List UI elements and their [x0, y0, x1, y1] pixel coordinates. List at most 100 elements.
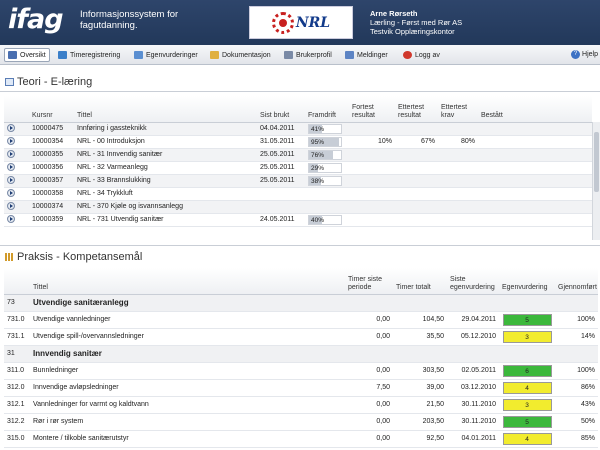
tab-label: Oversikt [20, 51, 46, 59]
table-row[interactable]: 731.0 Utvendige vannledninger 0,00 104,50 29… [4, 311, 598, 329]
table-row[interactable]: 315.0 Montere / tilkoble sanitærutstyr 0,0… [4, 430, 598, 448]
play-arrow-icon[interactable] [7, 214, 15, 223]
group-row: 73 Utvendige sanitæranlegg [4, 294, 598, 312]
teori-scrollbar[interactable] [592, 122, 600, 240]
tab-oversikt[interactable]: Oversikt [4, 48, 50, 62]
tab-timeregistrering[interactable]: Timeregistrering [55, 48, 123, 62]
column-header-timer-totalt[interactable]: Timer totalt [393, 268, 447, 295]
progress-fill [309, 124, 323, 133]
egenvurdering-badge[interactable]: 5 [502, 313, 552, 326]
krav-cell [438, 187, 478, 201]
dato-cell: 05.12.2010 [447, 328, 499, 346]
egenvurdering-badge[interactable]: 6 [502, 364, 552, 377]
scroll-thumb[interactable] [594, 132, 599, 192]
progress-text: 38% [311, 177, 325, 185]
fortest-cell [349, 200, 395, 214]
tab-meldinger[interactable]: Meldinger [342, 48, 391, 62]
column-header-fortest[interactable]: Fortest resultat [349, 96, 395, 123]
gjennomfort-cell: 50% [555, 413, 598, 431]
praksis-table: Tittel Timer siste periode Timer totalt … [4, 268, 598, 448]
progress-text: 40% [311, 216, 325, 224]
krav-cell: 80% [438, 135, 478, 149]
egenvurdering-badge[interactable]: 4 [502, 432, 552, 445]
column-header-timer-siste[interactable]: Timer siste periode [345, 268, 393, 295]
code-cell: 312.0 [4, 379, 30, 397]
tab-brukerprofil[interactable]: Brukerprofil [281, 48, 335, 62]
table-row[interactable]: 312.1 Vannledninger for varmt og kaldtvan… [4, 396, 598, 414]
dato-cell: 03.12.2010 [447, 379, 499, 397]
nrl-logo-text: NRL [295, 14, 331, 31]
ifag-logo[interactable]: ifag [8, 4, 64, 35]
open-course-cell [4, 187, 29, 201]
table-row[interactable]: 10000374 NRL - 370 Kjøle og isvannsanlegg [4, 200, 592, 214]
column-header-tittel[interactable]: Tittel [30, 268, 345, 295]
fortest-cell: 10% [349, 135, 395, 149]
play-arrow-icon[interactable] [7, 149, 15, 158]
tab-dokumentasjon[interactable]: Dokumentasjon [207, 48, 274, 62]
egenvurdering-badge[interactable]: 3 [502, 398, 552, 411]
app-header: ifag Informasjonssystem for fagutdanning… [0, 0, 600, 45]
column-header-sist-brukt[interactable]: Sist brukt [257, 96, 305, 123]
table-row[interactable]: 10000354 NRL - 00 Introduksjon 31.05.2011 9… [4, 135, 592, 149]
code-cell: 731.0 [4, 311, 30, 329]
table-row[interactable]: 10000357 NRL - 33 Brannslukking 25.05.2011… [4, 174, 592, 188]
column-header-egenvurdering[interactable]: Egenvurdering [499, 268, 555, 295]
play-arrow-icon[interactable] [7, 175, 15, 184]
tab-label: Egenvurderinger [146, 51, 198, 59]
play-arrow-icon[interactable] [7, 201, 15, 210]
kursnr-cell: 10000357 [29, 174, 74, 188]
column-header-gjennomfort[interactable]: Gjennomført [555, 268, 598, 295]
sist-brukt-cell: 25.05.2011 [257, 161, 305, 175]
folder-icon [210, 51, 219, 59]
column-header-tittel[interactable]: Tittel [74, 96, 257, 123]
column-header-ettertest-resultat[interactable]: Ettertest resultat [395, 96, 438, 123]
column-header-bestatt[interactable]: Bestått [478, 96, 592, 123]
column-header-framdrift[interactable]: Framdrift [305, 96, 349, 123]
column-header-ettertest-krav[interactable]: Ettertest krav [438, 96, 478, 123]
table-row[interactable]: 312.2 Rør i rør system 0,00 203,50 30.11.201… [4, 413, 598, 431]
ettertest-cell [395, 174, 438, 188]
user-office: Testvik Opplæringskontor [370, 27, 455, 36]
tab-label: Logg av [415, 51, 440, 59]
dato-cell: 29.04.2011 [447, 311, 499, 329]
help-link[interactable]: ? Hjelp [571, 50, 598, 59]
group-code: 73 [4, 294, 30, 312]
egenvurdering-badge[interactable]: 5 [502, 415, 552, 428]
column-header-siste-egenvurdering[interactable]: Siste egenvurdering [447, 268, 499, 295]
table-row[interactable]: 731.1 Utvendige spill-/overvannsledninger… [4, 328, 598, 346]
tab-logg-av[interactable]: Logg av [400, 48, 443, 62]
table-row[interactable]: 10000475 Innføring i gassteknikk 04.04.201… [4, 122, 592, 136]
table-row[interactable]: 10000355 NRL - 31 Innvendig sanitær 25.05.… [4, 148, 592, 162]
egenvurdering-badge[interactable]: 3 [502, 330, 552, 343]
progress-fill [309, 163, 319, 172]
table-row[interactable]: 312.0 Innvendige avløpsledninger 7,50 39,00… [4, 379, 598, 397]
tab-egenvurderinger[interactable]: Egenvurderinger [131, 48, 201, 62]
dato-cell: 30.11.2010 [447, 413, 499, 431]
gjennomfort-cell: 85% [555, 430, 598, 448]
framdrift-cell: 29% [305, 161, 349, 175]
table-row[interactable]: 10000359 NRL - 731 Utvendig sanitær 24.05.… [4, 213, 592, 227]
progress-fill [309, 150, 334, 159]
ettertest-cell [395, 122, 438, 136]
bestatt-cell [478, 213, 592, 227]
table-row[interactable]: 10000358 NRL - 34 Trykkluft [4, 187, 592, 201]
help-label: Hjelp [582, 51, 598, 58]
open-course-cell [4, 135, 29, 149]
table-row[interactable]: 10000356 NRL - 32 Varmeanlegg 25.05.2011 29… [4, 161, 592, 175]
play-arrow-icon[interactable] [7, 188, 15, 197]
open-course-cell [4, 200, 29, 214]
play-arrow-icon[interactable] [7, 136, 15, 145]
egenvurdering-badge[interactable]: 4 [502, 381, 552, 394]
play-arrow-icon[interactable] [7, 123, 15, 132]
progress-fill [309, 176, 322, 185]
tittel-cell: NRL - 33 Brannslukking [74, 174, 257, 188]
table-row[interactable]: 311.0 Bunnledninger 0,00 303,50 02.05.2011 6 1… [4, 362, 598, 380]
clock-icon [58, 51, 67, 59]
teori-section-title: Teori - E-læring [5, 76, 92, 88]
egenvurdering-cell: 4 [499, 379, 555, 397]
tittel-cell: Montere / tilkoble sanitærutstyr [30, 430, 345, 448]
column-header-kursnr[interactable]: Kursnr [29, 96, 74, 123]
table-icon [5, 78, 14, 86]
play-arrow-icon[interactable] [7, 162, 15, 171]
gjennomfort-cell: 14% [555, 328, 598, 346]
